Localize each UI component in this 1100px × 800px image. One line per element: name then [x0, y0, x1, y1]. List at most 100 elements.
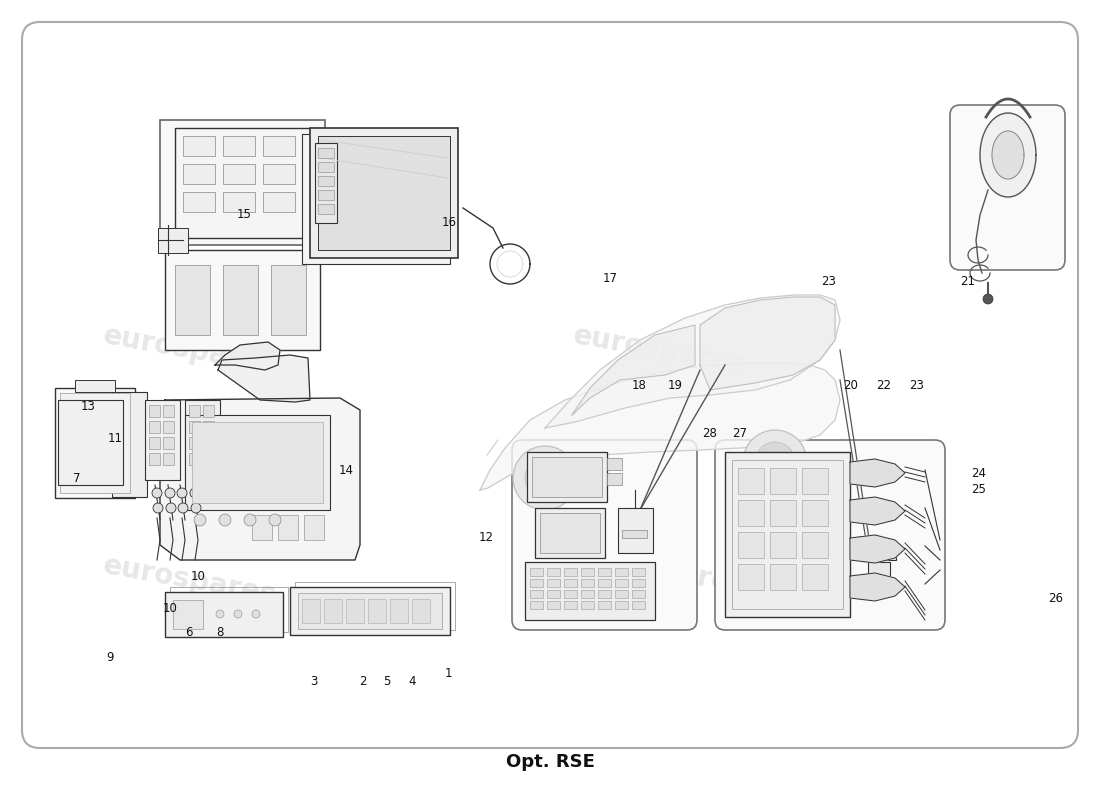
Bar	[163, 421, 174, 433]
Polygon shape	[850, 535, 905, 563]
Bar	[368, 599, 386, 623]
Polygon shape	[980, 113, 1036, 197]
Text: 28: 28	[702, 427, 717, 440]
Bar	[618, 508, 653, 553]
Bar	[302, 134, 450, 264]
Text: 4: 4	[409, 675, 416, 688]
Text: 26: 26	[1048, 592, 1064, 605]
Text: 11: 11	[108, 432, 123, 445]
Circle shape	[767, 454, 783, 470]
Bar	[547, 568, 560, 576]
Bar	[564, 568, 578, 576]
Bar	[598, 568, 611, 576]
Circle shape	[742, 430, 807, 494]
Bar	[252, 515, 272, 540]
Bar	[346, 599, 364, 623]
Text: eurospares: eurospares	[571, 541, 749, 599]
Bar	[632, 568, 645, 576]
Bar	[318, 136, 450, 250]
Text: 10: 10	[163, 602, 178, 614]
Bar	[632, 601, 645, 609]
Bar	[112, 392, 147, 497]
FancyBboxPatch shape	[950, 105, 1065, 270]
Bar	[632, 579, 645, 587]
Bar	[318, 148, 334, 158]
Bar	[598, 601, 611, 609]
Bar	[163, 405, 174, 417]
Text: Opt. RSE: Opt. RSE	[506, 753, 594, 771]
Circle shape	[177, 488, 187, 498]
Bar	[223, 192, 255, 212]
Bar	[165, 250, 320, 350]
Polygon shape	[850, 497, 905, 525]
Bar	[298, 593, 442, 629]
Bar	[192, 422, 323, 503]
Bar	[738, 532, 764, 558]
Bar	[802, 564, 828, 590]
Polygon shape	[218, 355, 310, 402]
Bar	[598, 590, 611, 598]
Bar	[738, 564, 764, 590]
Bar	[318, 190, 334, 200]
Polygon shape	[480, 363, 840, 490]
Text: 18: 18	[631, 379, 647, 392]
Text: 7: 7	[74, 472, 80, 485]
Bar	[189, 405, 200, 417]
Bar	[204, 437, 214, 449]
Bar	[185, 415, 330, 510]
Text: 1: 1	[446, 667, 452, 680]
Bar	[564, 590, 578, 598]
Bar	[158, 228, 188, 253]
Bar	[324, 599, 342, 623]
Text: eurospares: eurospares	[101, 551, 279, 609]
Polygon shape	[850, 459, 905, 487]
Circle shape	[194, 514, 206, 526]
Polygon shape	[214, 342, 280, 370]
Bar	[615, 579, 628, 587]
Circle shape	[513, 446, 578, 510]
Text: 22: 22	[876, 379, 891, 392]
Bar	[148, 405, 159, 417]
Bar	[547, 579, 560, 587]
Polygon shape	[544, 295, 840, 428]
Bar	[581, 590, 594, 598]
Circle shape	[219, 514, 231, 526]
Bar	[615, 590, 628, 598]
Bar	[148, 437, 159, 449]
Bar	[183, 192, 215, 212]
Text: 3: 3	[310, 675, 317, 688]
Bar	[318, 162, 334, 172]
Bar	[530, 601, 543, 609]
Circle shape	[537, 470, 553, 486]
Text: 13: 13	[80, 400, 96, 413]
Bar	[175, 265, 210, 335]
Bar	[304, 515, 324, 540]
FancyBboxPatch shape	[22, 22, 1078, 748]
Circle shape	[234, 610, 242, 618]
Text: 15: 15	[236, 208, 252, 221]
Text: 27: 27	[732, 427, 747, 440]
Text: 23: 23	[821, 275, 836, 288]
Bar	[75, 380, 116, 392]
Bar	[318, 204, 334, 214]
Bar	[290, 587, 450, 635]
Bar	[223, 265, 258, 335]
Circle shape	[178, 503, 188, 513]
Text: 14: 14	[339, 464, 354, 477]
Circle shape	[190, 488, 200, 498]
Bar	[868, 562, 890, 580]
Bar	[607, 473, 621, 485]
Text: eurospares: eurospares	[571, 321, 749, 379]
Bar	[223, 164, 255, 184]
Bar	[770, 564, 796, 590]
Bar	[263, 192, 295, 212]
Bar	[547, 601, 560, 609]
Bar	[770, 532, 796, 558]
Bar	[725, 452, 850, 617]
Bar	[530, 579, 543, 587]
Bar	[204, 453, 214, 465]
Text: 21: 21	[960, 275, 976, 288]
Bar	[564, 601, 578, 609]
Bar	[295, 582, 455, 630]
Bar	[802, 500, 828, 526]
